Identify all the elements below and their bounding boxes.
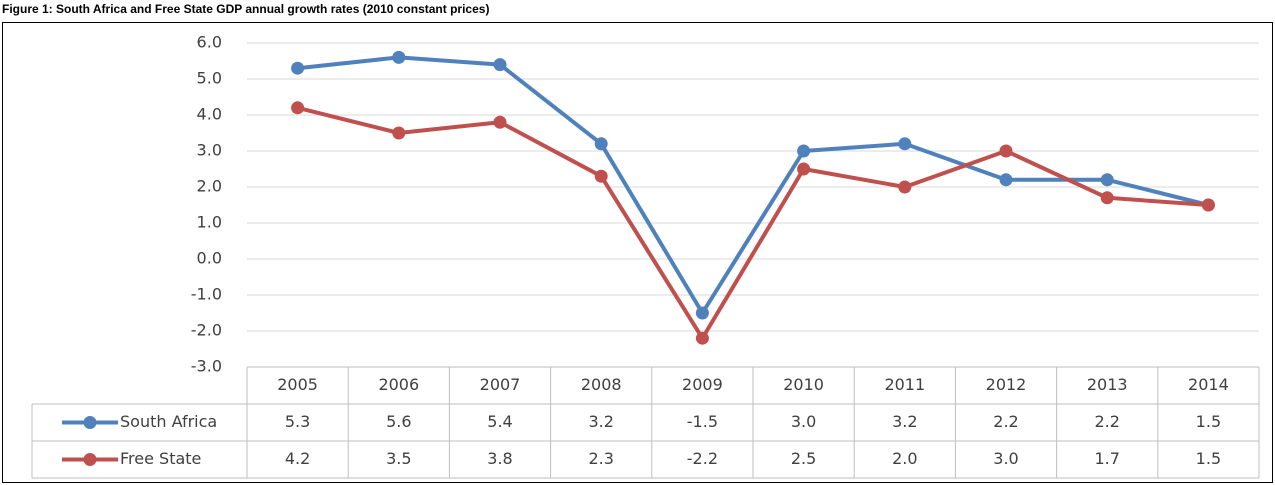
table-value: 2.3 — [588, 449, 613, 468]
data-point — [1201, 198, 1215, 212]
series-line — [297, 55, 1209, 315]
table-value: 1.7 — [1094, 449, 1119, 468]
table-value: 3.0 — [791, 412, 816, 431]
table-value: 2.0 — [892, 449, 917, 468]
data-point — [695, 306, 709, 320]
x-tick-label: 2010 — [783, 375, 824, 394]
y-tick-label: 4.0 — [197, 105, 222, 124]
table-value: 3.2 — [588, 412, 613, 431]
y-tick-label: 3.0 — [197, 141, 222, 160]
x-tick-label: 2008 — [581, 375, 622, 394]
x-tick-label: 2007 — [480, 375, 521, 394]
y-tick-label: -2.0 — [191, 321, 222, 340]
y-tick-label: 6.0 — [197, 33, 222, 52]
x-tick-label: 2013 — [1087, 375, 1128, 394]
y-tick-label: -1.0 — [191, 285, 222, 304]
data-point — [594, 137, 608, 151]
data-point — [999, 144, 1013, 158]
y-tick-label: 5.0 — [197, 69, 222, 88]
data-point — [898, 137, 912, 151]
y-tick-label: 2.0 — [197, 177, 222, 196]
table-value: 1.5 — [1196, 449, 1221, 468]
table-value: 5.4 — [487, 412, 512, 431]
table-value: 3.8 — [487, 449, 512, 468]
data-point — [392, 126, 406, 140]
data-point — [898, 180, 912, 194]
data-point — [291, 61, 305, 75]
data-point — [291, 101, 305, 115]
table-value: 2.5 — [791, 449, 816, 468]
table-value: 3.0 — [993, 449, 1018, 468]
chart-title: Figure 1: South Africa and Free State GD… — [2, 2, 489, 16]
data-point — [1100, 173, 1114, 187]
data-point — [392, 50, 406, 64]
table-value: 5.6 — [386, 412, 411, 431]
data-point — [695, 331, 709, 345]
legend-label: Free State — [120, 449, 201, 468]
legend-marker — [83, 453, 97, 466]
chart-frame — [2, 22, 1273, 483]
data-point — [1100, 191, 1114, 205]
data-point — [493, 115, 507, 129]
x-tick-label: 2014 — [1188, 375, 1229, 394]
table-value: 2.2 — [1094, 412, 1119, 431]
x-tick-label: 2012 — [986, 375, 1027, 394]
legend-label: South Africa — [120, 412, 217, 431]
x-tick-label: 2011 — [884, 375, 925, 394]
y-tick-label: 1.0 — [197, 213, 222, 232]
table-value: 3.2 — [892, 412, 917, 431]
legend-marker — [83, 416, 97, 429]
data-point — [594, 169, 608, 183]
table-value: 4.2 — [285, 449, 310, 468]
y-tick-label: 0.0 — [197, 249, 222, 268]
data-point — [797, 162, 811, 176]
table-value: 1.5 — [1196, 412, 1221, 431]
data-point — [493, 58, 507, 72]
y-tick-label: -3.0 — [191, 357, 222, 376]
data-point — [797, 144, 811, 158]
table-value: -1.5 — [687, 412, 718, 431]
series-line — [297, 105, 1209, 341]
x-tick-label: 2005 — [277, 375, 318, 394]
table-value: -2.2 — [687, 449, 718, 468]
table-value: 5.3 — [285, 412, 310, 431]
x-tick-label: 2006 — [378, 375, 419, 394]
table-value: 3.5 — [386, 449, 411, 468]
table-value: 2.2 — [993, 412, 1018, 431]
data-point — [999, 173, 1013, 187]
x-tick-label: 2009 — [682, 375, 723, 394]
